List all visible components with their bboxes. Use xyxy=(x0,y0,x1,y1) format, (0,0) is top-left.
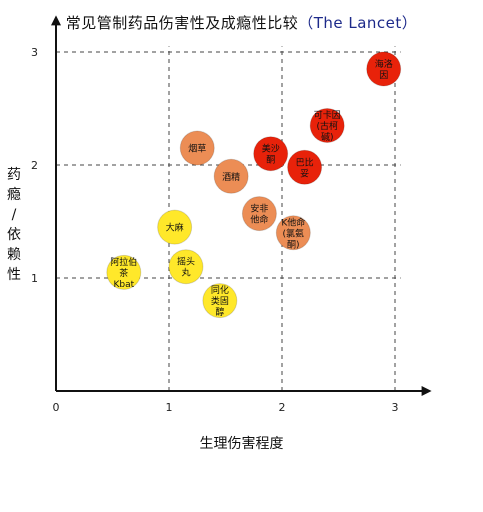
data-point: 摇头丸 xyxy=(168,249,204,285)
x-tick-label: 2 xyxy=(279,401,286,414)
data-point: 海洛因 xyxy=(366,51,402,87)
y-tick-label: 3 xyxy=(31,46,38,59)
point-label: 茶 xyxy=(119,267,128,279)
data-point: K他命(氯氨酮) xyxy=(275,215,311,251)
y-axis-label-char: / xyxy=(11,207,17,223)
point-label: 海洛 xyxy=(375,58,393,70)
point-label: (古柯 xyxy=(316,120,338,132)
point-label: 大麻 xyxy=(166,222,184,234)
point-marker xyxy=(106,254,142,290)
data-point: 大麻 xyxy=(157,209,193,245)
point-label: 类固 xyxy=(211,295,229,307)
y-axis-label-char: 药 xyxy=(7,167,21,183)
point-marker xyxy=(309,107,345,143)
y-tick-label: 2 xyxy=(31,159,38,172)
y-axis-label: 药瘾 / 依赖性 xyxy=(4,165,24,285)
point-marker xyxy=(275,215,311,251)
point-label: Kbat xyxy=(113,280,134,290)
point-label: 酮) xyxy=(287,239,300,250)
point-marker xyxy=(179,130,215,166)
point-label: 酮 xyxy=(266,155,275,166)
x-axis-arrow xyxy=(421,386,432,396)
chart-title-source: （The Lancet） xyxy=(298,14,418,32)
point-label: 酒精 xyxy=(222,171,240,183)
point-label: 摇头 xyxy=(177,256,195,268)
point-label: K他命 xyxy=(281,216,305,228)
point-label: 他命 xyxy=(250,214,268,226)
point-label: 丸 xyxy=(181,267,190,279)
point-label: 安非 xyxy=(250,203,268,215)
chart-title-cn: 常见管制药品伤害性及成瘾性比较 xyxy=(65,14,299,32)
point-marker xyxy=(253,136,289,172)
point-label: 烟草 xyxy=(188,143,206,155)
point-marker xyxy=(366,51,402,87)
y-axis-label-char: 赖 xyxy=(7,247,21,263)
point-marker xyxy=(241,196,277,232)
data-point: 美沙酮 xyxy=(253,136,289,172)
point-marker xyxy=(202,283,238,319)
y-axis-label-char: 依 xyxy=(7,227,21,243)
x-axis-label: 生理伤害程度 xyxy=(199,436,284,452)
data-point: 酒精 xyxy=(213,158,249,194)
chart-title: 常见管制药品伤害性及成瘾性比较（The Lancet） xyxy=(0,12,483,33)
point-label: 可卡因 xyxy=(314,109,341,121)
x-tick-label: 0 xyxy=(53,401,60,414)
data-point: 可卡因(古柯碱) xyxy=(309,107,345,143)
y-axis-label-char: 瘾 xyxy=(7,187,21,203)
x-tick-label: 1 xyxy=(166,401,173,414)
data-point: 巴比妥 xyxy=(287,149,323,185)
point-label: (氯氨 xyxy=(283,227,305,239)
data-point: 烟草 xyxy=(179,130,215,166)
point-marker xyxy=(287,149,323,185)
point-label: 醇 xyxy=(215,306,224,318)
point-marker xyxy=(213,158,249,194)
point-label: 巴比 xyxy=(296,156,314,168)
y-axis-label-char: 性 xyxy=(7,267,21,283)
point-label: 美沙 xyxy=(262,143,280,155)
point-label: 碱) xyxy=(321,132,334,143)
point-marker xyxy=(168,249,204,285)
point-label: 同化 xyxy=(211,284,229,296)
x-tick-label: 3 xyxy=(392,401,399,414)
y-tick-label: 1 xyxy=(31,272,38,285)
point-label: 妥 xyxy=(300,168,309,179)
point-marker xyxy=(157,209,193,245)
y-axis-arrow xyxy=(51,15,61,26)
point-label: 阿拉伯 xyxy=(110,256,137,268)
point-label: 因 xyxy=(379,70,388,81)
